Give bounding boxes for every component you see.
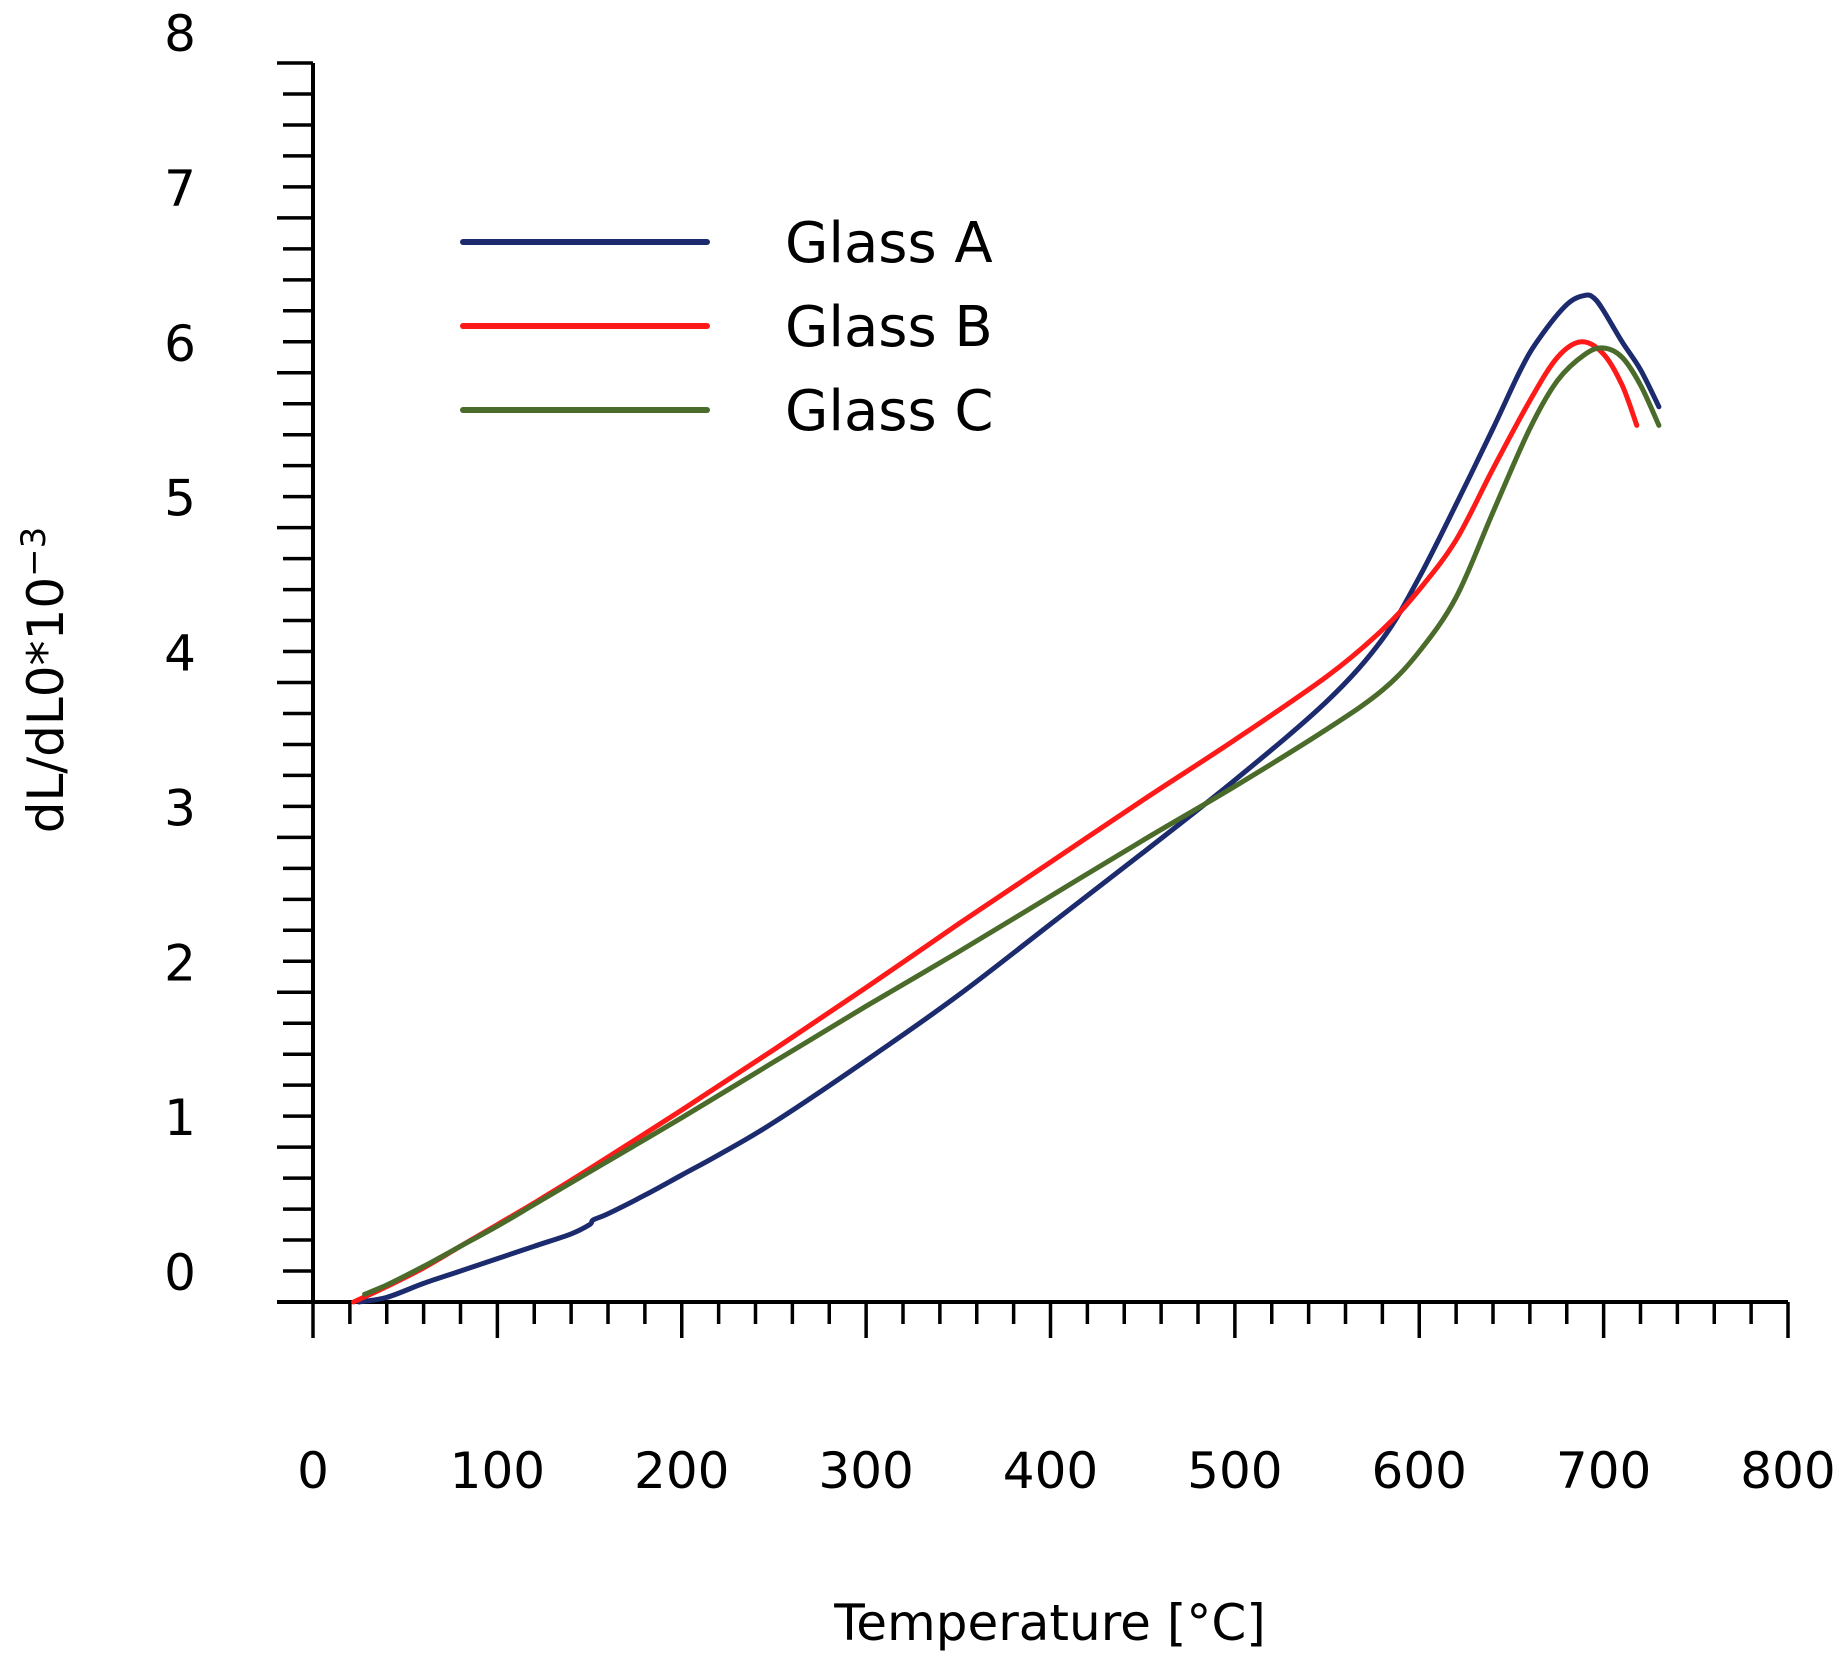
x-axis-title: Temperature [°C] (833, 1594, 1266, 1652)
series-line-glass-b (351, 339, 1640, 1305)
series-line-glass-a (356, 292, 1662, 1305)
y-tick-label: 5 (164, 470, 196, 528)
ticks: 0 1 2 3 4 5 6 7 8 0 100 200 300 400 500 600 700 800 (164, 5, 1836, 1500)
y-tick-label: 1 (164, 1089, 196, 1147)
y-tick-label: 2 (164, 934, 196, 992)
y-tick-label: 8 (164, 5, 196, 63)
y-tick-label: 4 (164, 625, 196, 683)
x-tick-label: 200 (634, 1442, 729, 1500)
y-axis-title-base: dL/dL0*10 (17, 577, 75, 833)
x-tick-label: 700 (1556, 1442, 1651, 1500)
x-tick-label: 400 (1003, 1442, 1098, 1500)
x-tick-label: 0 (297, 1442, 329, 1500)
x-tick-label: 500 (1187, 1442, 1282, 1500)
x-tick-label: 300 (818, 1442, 913, 1500)
series-line-glass-c (362, 345, 1662, 1297)
y-axis-title-exponent: −3 (14, 527, 54, 577)
legend-label-glass-c: Glass C (785, 379, 994, 444)
x-tick-label: 100 (450, 1442, 545, 1500)
y-tick-label: 0 (164, 1244, 196, 1302)
axes (277, 63, 1788, 1304)
y-tick-label: 3 (164, 779, 196, 837)
y-axis-title: dL/dL0*10−3 (14, 527, 75, 834)
x-tick-label: 800 (1740, 1442, 1835, 1500)
legend-label-glass-a: Glass A (785, 211, 993, 276)
series-lines (351, 292, 1662, 1305)
legend: Glass A Glass B Glass C (460, 211, 994, 444)
x-tick-label: 600 (1372, 1442, 1467, 1500)
legend-label-glass-b: Glass B (785, 295, 993, 360)
y-tick-label: 6 (164, 315, 196, 373)
y-tick-label: 7 (164, 160, 196, 218)
axis-titles: Temperature [°C] dL/dL0*10−3 (14, 527, 1266, 1652)
